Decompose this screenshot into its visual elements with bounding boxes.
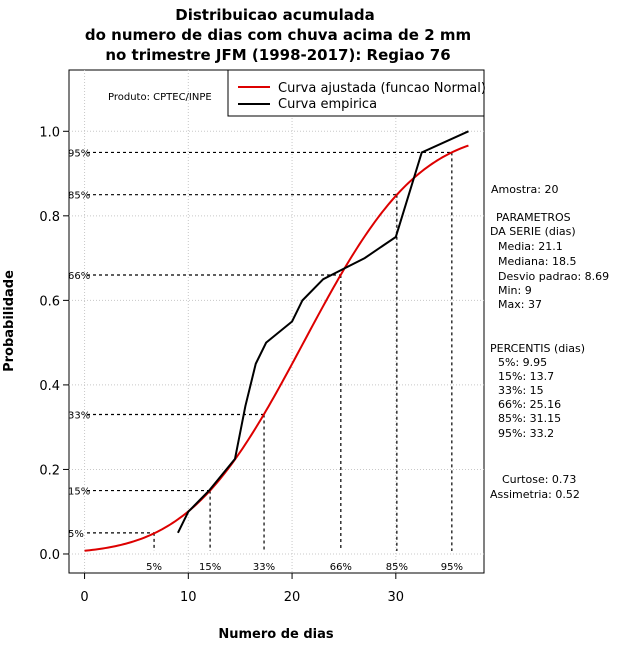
empirical-curve [177, 130, 469, 534]
param-sd: Desvio padrao: 8.69 [498, 270, 609, 283]
percentile-85: 85%: 31.15 [498, 412, 561, 425]
side-panel: Amostra: 20 PARAMETROS DA SERIE (dias) M… [490, 183, 609, 501]
percentile-x-label-2: 33% [253, 562, 275, 573]
y-tick-label-0: 0.0 [39, 548, 60, 563]
y-tick-label-5: 1.0 [39, 125, 60, 140]
x-axis-title: Numero de dias [218, 627, 334, 642]
percentile-x-label-1: 15% [199, 562, 221, 573]
skewness: Assimetria: 0.52 [490, 488, 580, 501]
percentile-15: 15%: 13.7 [498, 370, 554, 383]
param-max: Max: 37 [498, 298, 542, 311]
x-tick-label-3: 30 [388, 590, 405, 605]
percentile-33: 33%: 15 [498, 384, 544, 397]
percentile-y-label-4: 85% [68, 191, 90, 202]
percentile-y-label-5: 95% [68, 148, 90, 159]
kurtosis: Curtose: 0.73 [502, 473, 576, 486]
y-axis-title: Probabilidade [2, 270, 17, 372]
x-tick-label-1: 10 [180, 590, 197, 605]
series-lines [84, 130, 469, 552]
grid-lines [69, 70, 484, 573]
legend-label-fitted: Curva ajustada (funcao Normal) [278, 81, 486, 96]
sample-size: Amostra: 20 [491, 183, 558, 196]
param-min: Min: 9 [498, 284, 532, 297]
percentile-x-label-5: 95% [441, 562, 463, 573]
percentile-y-label-0: 5% [68, 529, 84, 540]
param-mean: Media: 21.1 [498, 240, 563, 253]
percentile-x-label-3: 66% [330, 562, 352, 573]
y-tick-label-2: 0.4 [39, 379, 60, 394]
percentile-x-label-0: 5% [146, 562, 162, 573]
plot-frame [68, 69, 485, 574]
chart-title-line-1: Distribuicao acumulada [175, 6, 374, 24]
fitted-normal-curve [84, 144, 469, 552]
percentis-title: PERCENTIS (dias) [490, 342, 585, 355]
legend-label-empirical: Curva empirica [278, 97, 377, 112]
percentile-y-label-1: 15% [68, 487, 90, 498]
percentile-guides: 5% 5% 15% 15% 33% 33% 66% 66% 85% 85% 95% 95% [68, 148, 463, 573]
y-tick-label-4: 0.8 [39, 210, 60, 225]
percentile-x-label-4: 85% [386, 562, 408, 573]
percentile-y-label-2: 33% [68, 410, 90, 421]
percentile-66: 66%: 25.16 [498, 398, 561, 411]
percentile-y-label-3: 66% [68, 271, 90, 282]
params-title-2: DA SERIE (dias) [490, 225, 576, 238]
axis-ticks: 0 10 20 30 0.0 0.2 0.4 0.6 0.8 1.0 [39, 125, 404, 605]
x-tick-label-0: 0 [80, 590, 88, 605]
product-label: Produto: CPTEC/INPE [108, 92, 212, 103]
chart-title-line-2: do numero de dias com chuva acima de 2 m… [85, 26, 471, 44]
x-tick-label-2: 20 [284, 590, 301, 605]
params-title-1: PARAMETROS [496, 211, 571, 224]
y-tick-label-1: 0.2 [39, 463, 60, 478]
param-median: Mediana: 18.5 [498, 255, 576, 268]
y-tick-label-3: 0.6 [39, 294, 60, 309]
legend-box [227, 69, 485, 117]
chart-title-line-3: no trimestre JFM (1998-2017): Regiao 76 [105, 46, 450, 64]
percentile-5: 5%: 9.95 [498, 356, 547, 369]
percentile-95: 95%: 33.2 [498, 427, 554, 440]
